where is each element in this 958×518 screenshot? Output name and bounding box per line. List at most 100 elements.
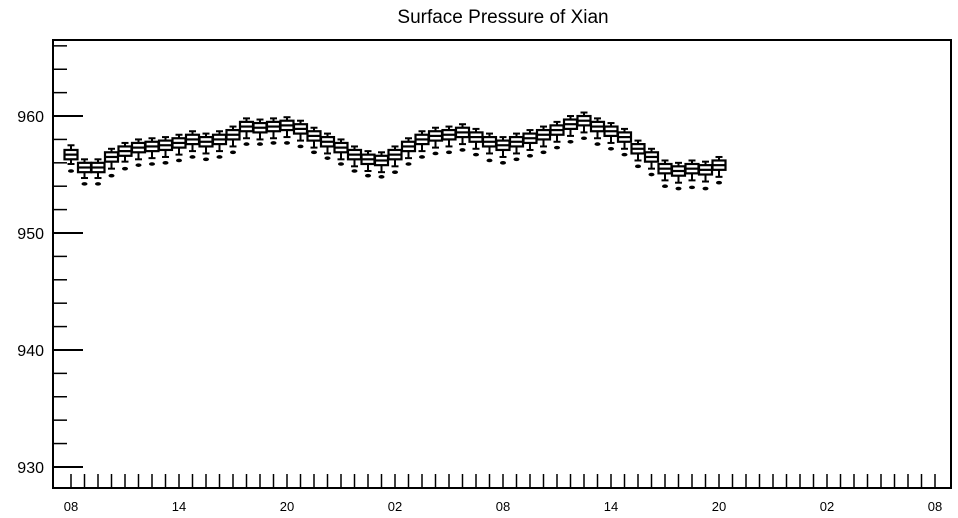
outlier-point xyxy=(446,150,452,155)
outlier-point xyxy=(540,150,547,155)
box-plot xyxy=(130,138,147,167)
box-plot xyxy=(103,147,120,178)
x-tick-label: 08 xyxy=(496,499,510,514)
box-plot xyxy=(157,136,174,165)
outlier-point xyxy=(378,175,385,179)
outlier-point xyxy=(324,156,331,160)
outlier-point xyxy=(338,162,344,166)
box-plot xyxy=(346,145,363,173)
x-tick-label: 08 xyxy=(64,499,78,514)
outlier-point xyxy=(594,142,601,146)
chart-title: Surface Pressure of Xian xyxy=(397,7,608,28)
outlier-point xyxy=(432,151,439,156)
box-plot xyxy=(630,139,646,169)
outlier-point xyxy=(635,164,641,169)
outlier-point xyxy=(149,162,155,166)
box-plot xyxy=(441,125,457,155)
outlier-point xyxy=(68,169,74,173)
outlier-point xyxy=(162,161,169,165)
x-tick-label: 20 xyxy=(280,499,294,514)
box-plot xyxy=(711,155,727,185)
outlier-point xyxy=(365,173,371,178)
outlier-point xyxy=(486,158,493,163)
box-plot xyxy=(319,132,336,160)
y-axis: 930 940 950 960 xyxy=(17,45,83,477)
box-plot xyxy=(414,130,430,159)
outlier-point xyxy=(567,139,574,144)
box-plot xyxy=(373,151,390,179)
box-plot xyxy=(670,161,687,191)
box-plot xyxy=(535,125,552,155)
box-plot xyxy=(211,130,228,159)
box-plot xyxy=(400,137,417,166)
box-plot xyxy=(198,132,214,162)
box-plot xyxy=(387,145,403,174)
box-plot xyxy=(225,125,241,155)
box-plot xyxy=(684,159,700,190)
box-plot xyxy=(63,144,79,173)
outlier-point xyxy=(648,172,655,177)
box-plot xyxy=(238,117,255,146)
x-tick-label: 20 xyxy=(712,499,726,514)
outlier-point xyxy=(608,146,614,151)
outlier-point xyxy=(176,158,182,163)
outlier-point xyxy=(122,166,128,171)
outlier-point xyxy=(500,161,506,165)
outlier-point xyxy=(284,141,290,145)
plot-frame xyxy=(52,39,952,489)
box-plot xyxy=(468,127,484,157)
box-plot xyxy=(427,126,444,156)
box-plot xyxy=(252,118,268,146)
box-plot xyxy=(576,111,592,141)
box-series xyxy=(63,111,727,191)
box-plot xyxy=(306,126,322,155)
box-plot xyxy=(90,158,106,186)
x-tick-label: 02 xyxy=(388,499,402,514)
box-plot xyxy=(697,160,714,191)
box-plot xyxy=(171,133,187,163)
box-plot xyxy=(549,120,565,150)
box-plot xyxy=(562,115,579,144)
box-plot xyxy=(184,130,201,159)
x-tick-label: 14 xyxy=(604,499,618,514)
outlier-point xyxy=(351,169,358,173)
outlier-point xyxy=(297,144,304,149)
outlier-point xyxy=(270,141,277,145)
box-plot xyxy=(603,122,619,151)
outlier-point xyxy=(243,142,250,146)
outlier-point xyxy=(689,185,695,190)
outlier-point xyxy=(581,136,587,141)
x-axis: 08 14 20 02 08 14 20 02 08 xyxy=(64,474,942,514)
y-tick-label: 950 xyxy=(17,226,44,243)
y-tick-label: 960 xyxy=(17,109,44,126)
outlier-point xyxy=(702,186,709,191)
box-plot xyxy=(495,136,511,165)
box-plot xyxy=(508,132,525,162)
box-plot xyxy=(616,127,633,157)
outlier-point xyxy=(257,142,263,146)
outlier-point xyxy=(459,148,466,152)
box-plot xyxy=(265,117,282,145)
box-plot xyxy=(589,117,606,146)
box-plot xyxy=(643,147,660,177)
y-tick-label: 930 xyxy=(17,460,44,477)
outlier-point xyxy=(513,157,520,162)
box-plot xyxy=(360,150,376,178)
outlier-point xyxy=(216,155,223,159)
outlier-point xyxy=(405,162,412,166)
box-plot xyxy=(657,159,673,189)
box-plot xyxy=(333,138,349,166)
outlier-point xyxy=(675,186,682,191)
outlier-point xyxy=(230,150,236,155)
y-tick-label: 940 xyxy=(17,343,44,360)
outlier-point xyxy=(527,154,533,158)
box-plot xyxy=(481,132,498,163)
outlier-point xyxy=(81,182,88,186)
outlier-point xyxy=(473,152,479,157)
box-plot xyxy=(76,158,93,186)
outlier-point xyxy=(135,163,142,167)
outlier-point xyxy=(108,173,115,178)
box-plot xyxy=(522,129,538,158)
outlier-point xyxy=(95,182,101,186)
